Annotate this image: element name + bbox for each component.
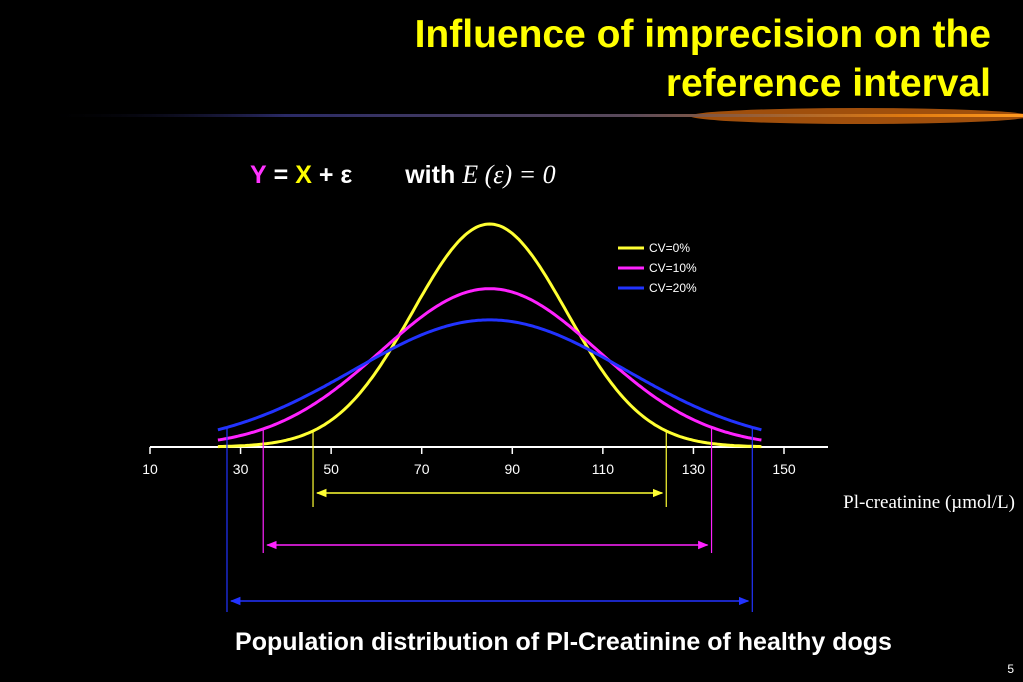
title-underline-glow	[40, 108, 1023, 124]
x-tick-label: 150	[772, 461, 796, 477]
slide-caption: Population distribution of Pl-Creatinine…	[0, 628, 1023, 657]
title-line-2: reference interval	[665, 62, 991, 105]
x-tick-label: 130	[682, 461, 706, 477]
x-tick-label: 30	[233, 461, 249, 477]
formula-y: Y	[250, 161, 267, 189]
legend-label: CV=20%	[649, 281, 697, 295]
x-axis-label: Pl-creatinine (µmol/L)	[843, 492, 1015, 513]
series-curve-CV=0%	[217, 222, 762, 449]
slide-number: 5	[1007, 662, 1014, 676]
formula-with: with	[405, 161, 456, 189]
x-tick-label: 110	[592, 461, 615, 477]
formula: Y = X + ε with E (ε) = 0	[250, 160, 556, 196]
caption-text: Population distribution of Pl-Creatinine…	[235, 628, 892, 656]
x-tick-label: 90	[504, 461, 520, 477]
series-curve-CV=10%	[217, 287, 762, 442]
formula-equals: =	[273, 161, 289, 189]
slide-title: Influence of imprecision on the referenc…	[231, 10, 991, 108]
formula-expectation: E (ε) = 0	[462, 160, 556, 189]
x-tick-label: 70	[414, 461, 430, 477]
x-tick-label: 10	[142, 461, 158, 477]
x-tick-label: 50	[323, 461, 339, 477]
legend-label: CV=0%	[649, 241, 690, 255]
series-curve-CV=20%	[217, 318, 762, 432]
formula-epsilon: ε	[340, 161, 353, 189]
title-line-1: Influence of imprecision on the	[414, 13, 991, 56]
legend-label: CV=10%	[649, 261, 697, 275]
formula-x: X	[295, 161, 312, 189]
formula-plus: +	[318, 161, 334, 189]
